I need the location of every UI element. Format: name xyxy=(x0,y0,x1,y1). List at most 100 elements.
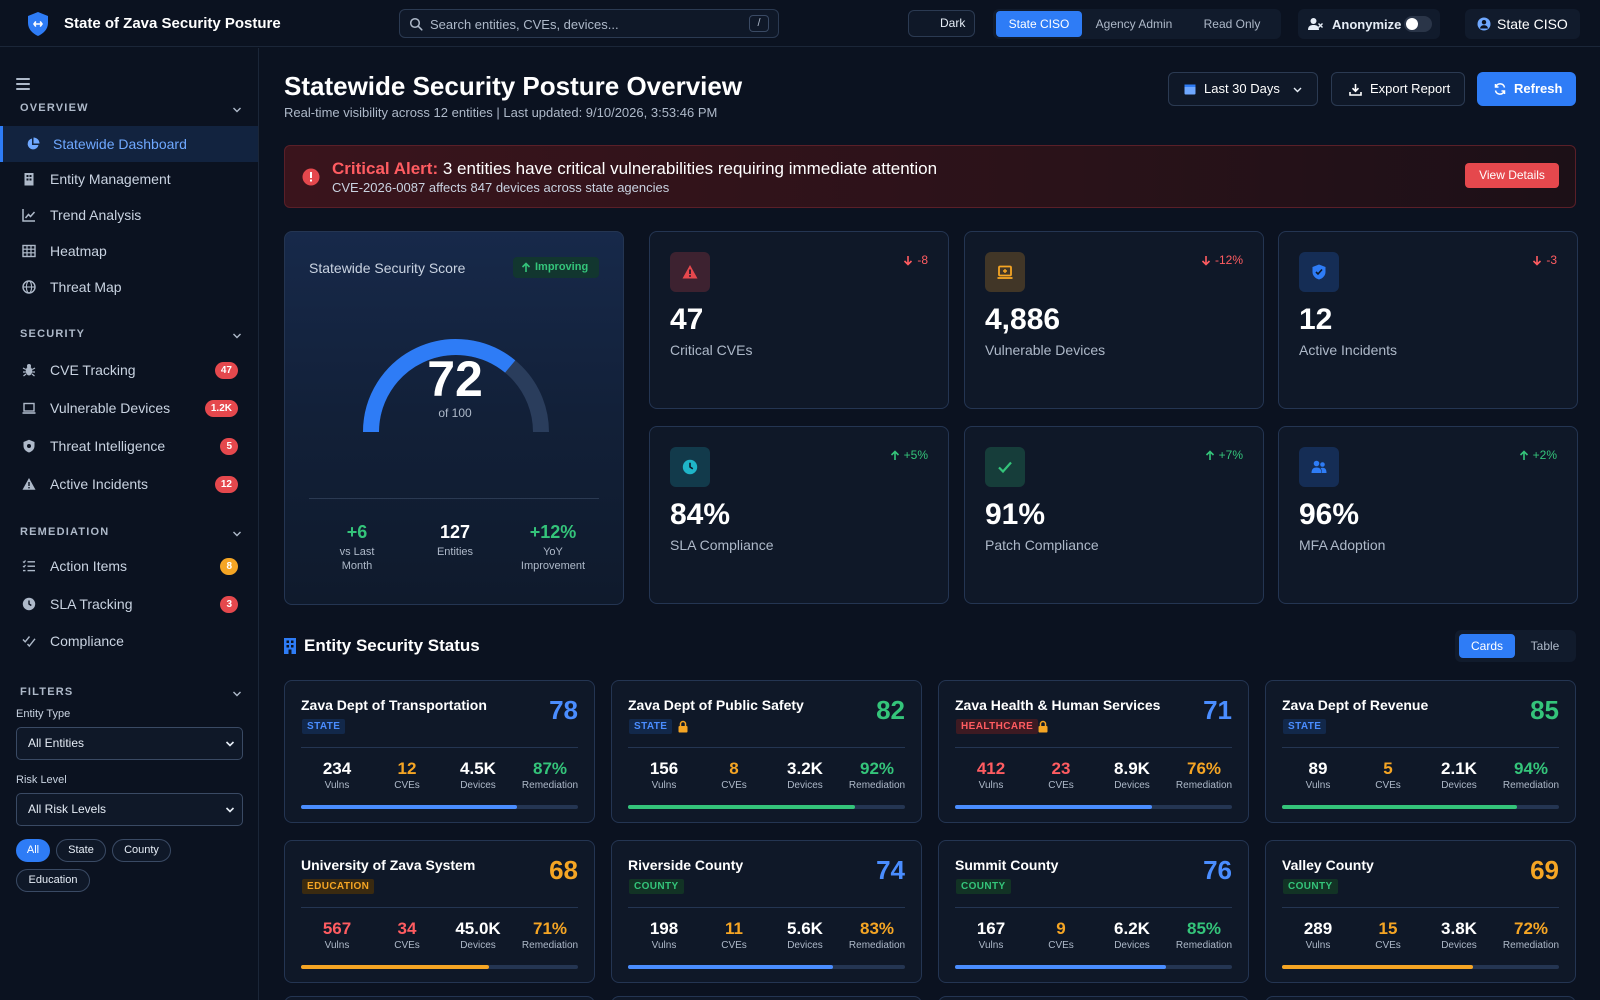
chevron-down-icon[interactable] xyxy=(232,331,242,341)
entity-card[interactable] xyxy=(1265,996,1576,1000)
sidebar-item-vulnerable-devices[interactable]: Vulnerable Devices 1.2K xyxy=(0,390,258,426)
metric-card-critical-cves[interactable]: -8 47 Critical CVEs xyxy=(649,231,949,409)
entity-stat-value: 412 xyxy=(976,759,1006,778)
entity-stat-value: 234 xyxy=(322,759,352,778)
entity-card[interactable]: Zava Dept of Revenue STATE 85 89 Vulns 5 CVEs 2… xyxy=(1265,680,1576,823)
entity-stat-label: Remediation xyxy=(521,780,579,791)
entity-stat-value: 23 xyxy=(1051,759,1071,778)
chevron-down-icon[interactable] xyxy=(232,689,242,699)
role-state-ciso-button[interactable]: State CISO xyxy=(996,11,1082,37)
sidebar-item-trend-analysis[interactable]: Trend Analysis xyxy=(0,197,258,233)
entity-type-value: All Entities xyxy=(28,736,85,750)
entity-stat-label: Devices xyxy=(1441,940,1477,951)
view-cards-button[interactable]: Cards xyxy=(1459,634,1515,658)
sidebar-item-entity-management[interactable]: Entity Management xyxy=(0,161,258,197)
view-table-button[interactable]: Table xyxy=(1530,639,1560,653)
sidebar-item-cve-tracking[interactable]: CVE Tracking 47 xyxy=(0,352,258,388)
entity-type-select[interactable]: All Entities xyxy=(16,727,243,760)
sidebar-item-label: SLA Tracking xyxy=(50,596,133,612)
entity-stat-label: Devices xyxy=(787,940,823,951)
entity-card[interactable]: Riverside County COUNTY 74 198 Vulns 11 CVEs 5.… xyxy=(611,840,922,983)
entity-stat-value: 5.6K xyxy=(787,919,823,938)
page-subtitle: Real-time visibility across 12 entities … xyxy=(284,105,718,120)
entity-stat-label: CVEs xyxy=(394,940,420,951)
metric-delta-value: -3 xyxy=(1546,253,1557,267)
entity-card[interactable] xyxy=(938,996,1249,1000)
metric-card-active-incidents[interactable]: -3 12 Active Incidents xyxy=(1278,231,1578,409)
entity-card[interactable]: Zava Dept of Public Safety STATE 82 156 Vuln… xyxy=(611,680,922,823)
sidebar-item-threat-map[interactable]: Threat Map xyxy=(0,269,258,305)
role-agency-admin-button[interactable]: Agency Admin xyxy=(1095,17,1173,31)
divider xyxy=(955,907,1232,908)
sidebar-item-statewide-dashboard[interactable]: Statewide Dashboard xyxy=(0,126,258,162)
date-range-select[interactable]: Last 30 Days xyxy=(1168,72,1318,106)
view-details-button[interactable]: View Details xyxy=(1465,163,1559,188)
chevron-down-icon[interactable] xyxy=(232,529,242,539)
moon-icon xyxy=(923,18,931,28)
entity-card[interactable] xyxy=(284,996,595,1000)
search-box[interactable]: / xyxy=(399,9,779,38)
entity-card[interactable] xyxy=(611,996,922,1000)
sidebar-item-compliance[interactable]: Compliance xyxy=(0,623,258,659)
anonymize-toggle[interactable] xyxy=(1404,16,1432,32)
entity-card[interactable]: Summit County COUNTY 76 167 Vulns 9 CVEs 6.2K De… xyxy=(938,840,1249,983)
entity-stat-remediation: 71% Remediation xyxy=(514,919,586,951)
sidebar-item-heatmap[interactable]: Heatmap xyxy=(0,233,258,269)
export-report-button[interactable]: Export Report xyxy=(1331,72,1465,106)
role-read-only-button[interactable]: Read Only xyxy=(1203,17,1261,31)
entity-stat-devices: 6.2K Devices xyxy=(1096,919,1168,951)
entity-stat-value: 3.2K xyxy=(787,759,823,778)
remediation-progress-fill xyxy=(1282,805,1518,809)
entity-stat-value: 83% xyxy=(859,919,895,938)
metric-icon-tile xyxy=(985,447,1025,487)
filter-pill-all[interactable]: All xyxy=(16,839,50,862)
hamburger-menu-icon[interactable] xyxy=(16,78,30,90)
entity-type-tag: STATE xyxy=(302,719,346,734)
entity-stat-value: 34 xyxy=(397,919,417,938)
risk-level-select[interactable]: All Risk Levels xyxy=(16,793,243,826)
arrow-down-icon xyxy=(904,256,913,266)
refresh-button[interactable]: Refresh xyxy=(1477,72,1576,106)
entity-card[interactable]: Valley County COUNTY 69 289 Vulns 15 CVEs 3.8K D… xyxy=(1265,840,1576,983)
sidebar-item-threat-intelligence[interactable]: Threat Intelligence 5 xyxy=(0,428,258,464)
entity-stat-remediation: 94% Remediation xyxy=(1495,759,1567,791)
metric-card-vulnerable-devices[interactable]: -12% 4,886 Vulnerable Devices xyxy=(964,231,1264,409)
stat-value: 127 xyxy=(439,522,471,542)
score-gauge xyxy=(363,339,549,433)
sidebar-item-action-items[interactable]: Action Items 8 xyxy=(0,548,258,584)
sidebar-item-sla-tracking[interactable]: SLA Tracking 3 xyxy=(0,586,258,622)
chevron-down-icon[interactable] xyxy=(232,105,242,115)
theme-toggle-button[interactable]: Dark xyxy=(908,10,975,37)
search-input[interactable] xyxy=(430,15,730,33)
entity-stat-remediation: 76% Remediation xyxy=(1168,759,1240,791)
entity-stat-value: 92% xyxy=(859,759,895,778)
divider xyxy=(628,747,905,748)
sidebar-item-active-incidents[interactable]: Active Incidents 12 xyxy=(0,466,258,502)
user-hide-icon xyxy=(1308,18,1323,30)
metric-card-mfa-adoption[interactable]: +2% 96% MFA Adoption xyxy=(1278,426,1578,604)
warning-icon xyxy=(22,478,36,490)
filter-pill-education[interactable]: Education xyxy=(16,869,90,892)
entity-stat-label: Remediation xyxy=(1502,940,1560,951)
entity-card[interactable]: University of Zava System EDUCATION 68 567 V… xyxy=(284,840,595,983)
filter-pill-state[interactable]: State xyxy=(56,839,106,862)
list-icon xyxy=(22,560,35,572)
score-of-label: of 100 xyxy=(438,406,472,420)
alert-text: 3 entities have critical vulnerabilities… xyxy=(442,159,938,178)
metric-delta-value: +7% xyxy=(1218,448,1243,462)
search-icon xyxy=(409,17,423,31)
risk-level-label: Risk Level xyxy=(16,774,67,786)
metric-card-patch-compliance[interactable]: +7% 91% Patch Compliance xyxy=(964,426,1264,604)
entity-stat-label: Remediation xyxy=(1502,780,1560,791)
filter-pill-county[interactable]: County xyxy=(112,839,171,862)
entity-name: Riverside County xyxy=(628,857,744,873)
shield-logo-icon xyxy=(28,12,48,36)
metric-card-sla-compliance[interactable]: +5% 84% SLA Compliance xyxy=(649,426,949,604)
stat-value: +6 xyxy=(346,522,368,542)
anonymize-control: Anonymize xyxy=(1298,9,1440,39)
entity-card[interactable]: Zava Dept of Transportation STATE 78 234 Vul… xyxy=(284,680,595,823)
user-menu-button[interactable]: State CISO xyxy=(1465,9,1580,39)
divider xyxy=(301,747,578,748)
entity-card[interactable]: Zava Health & Human Services HEALTHCARE 71… xyxy=(938,680,1249,823)
remediation-progress-bar xyxy=(628,965,905,969)
